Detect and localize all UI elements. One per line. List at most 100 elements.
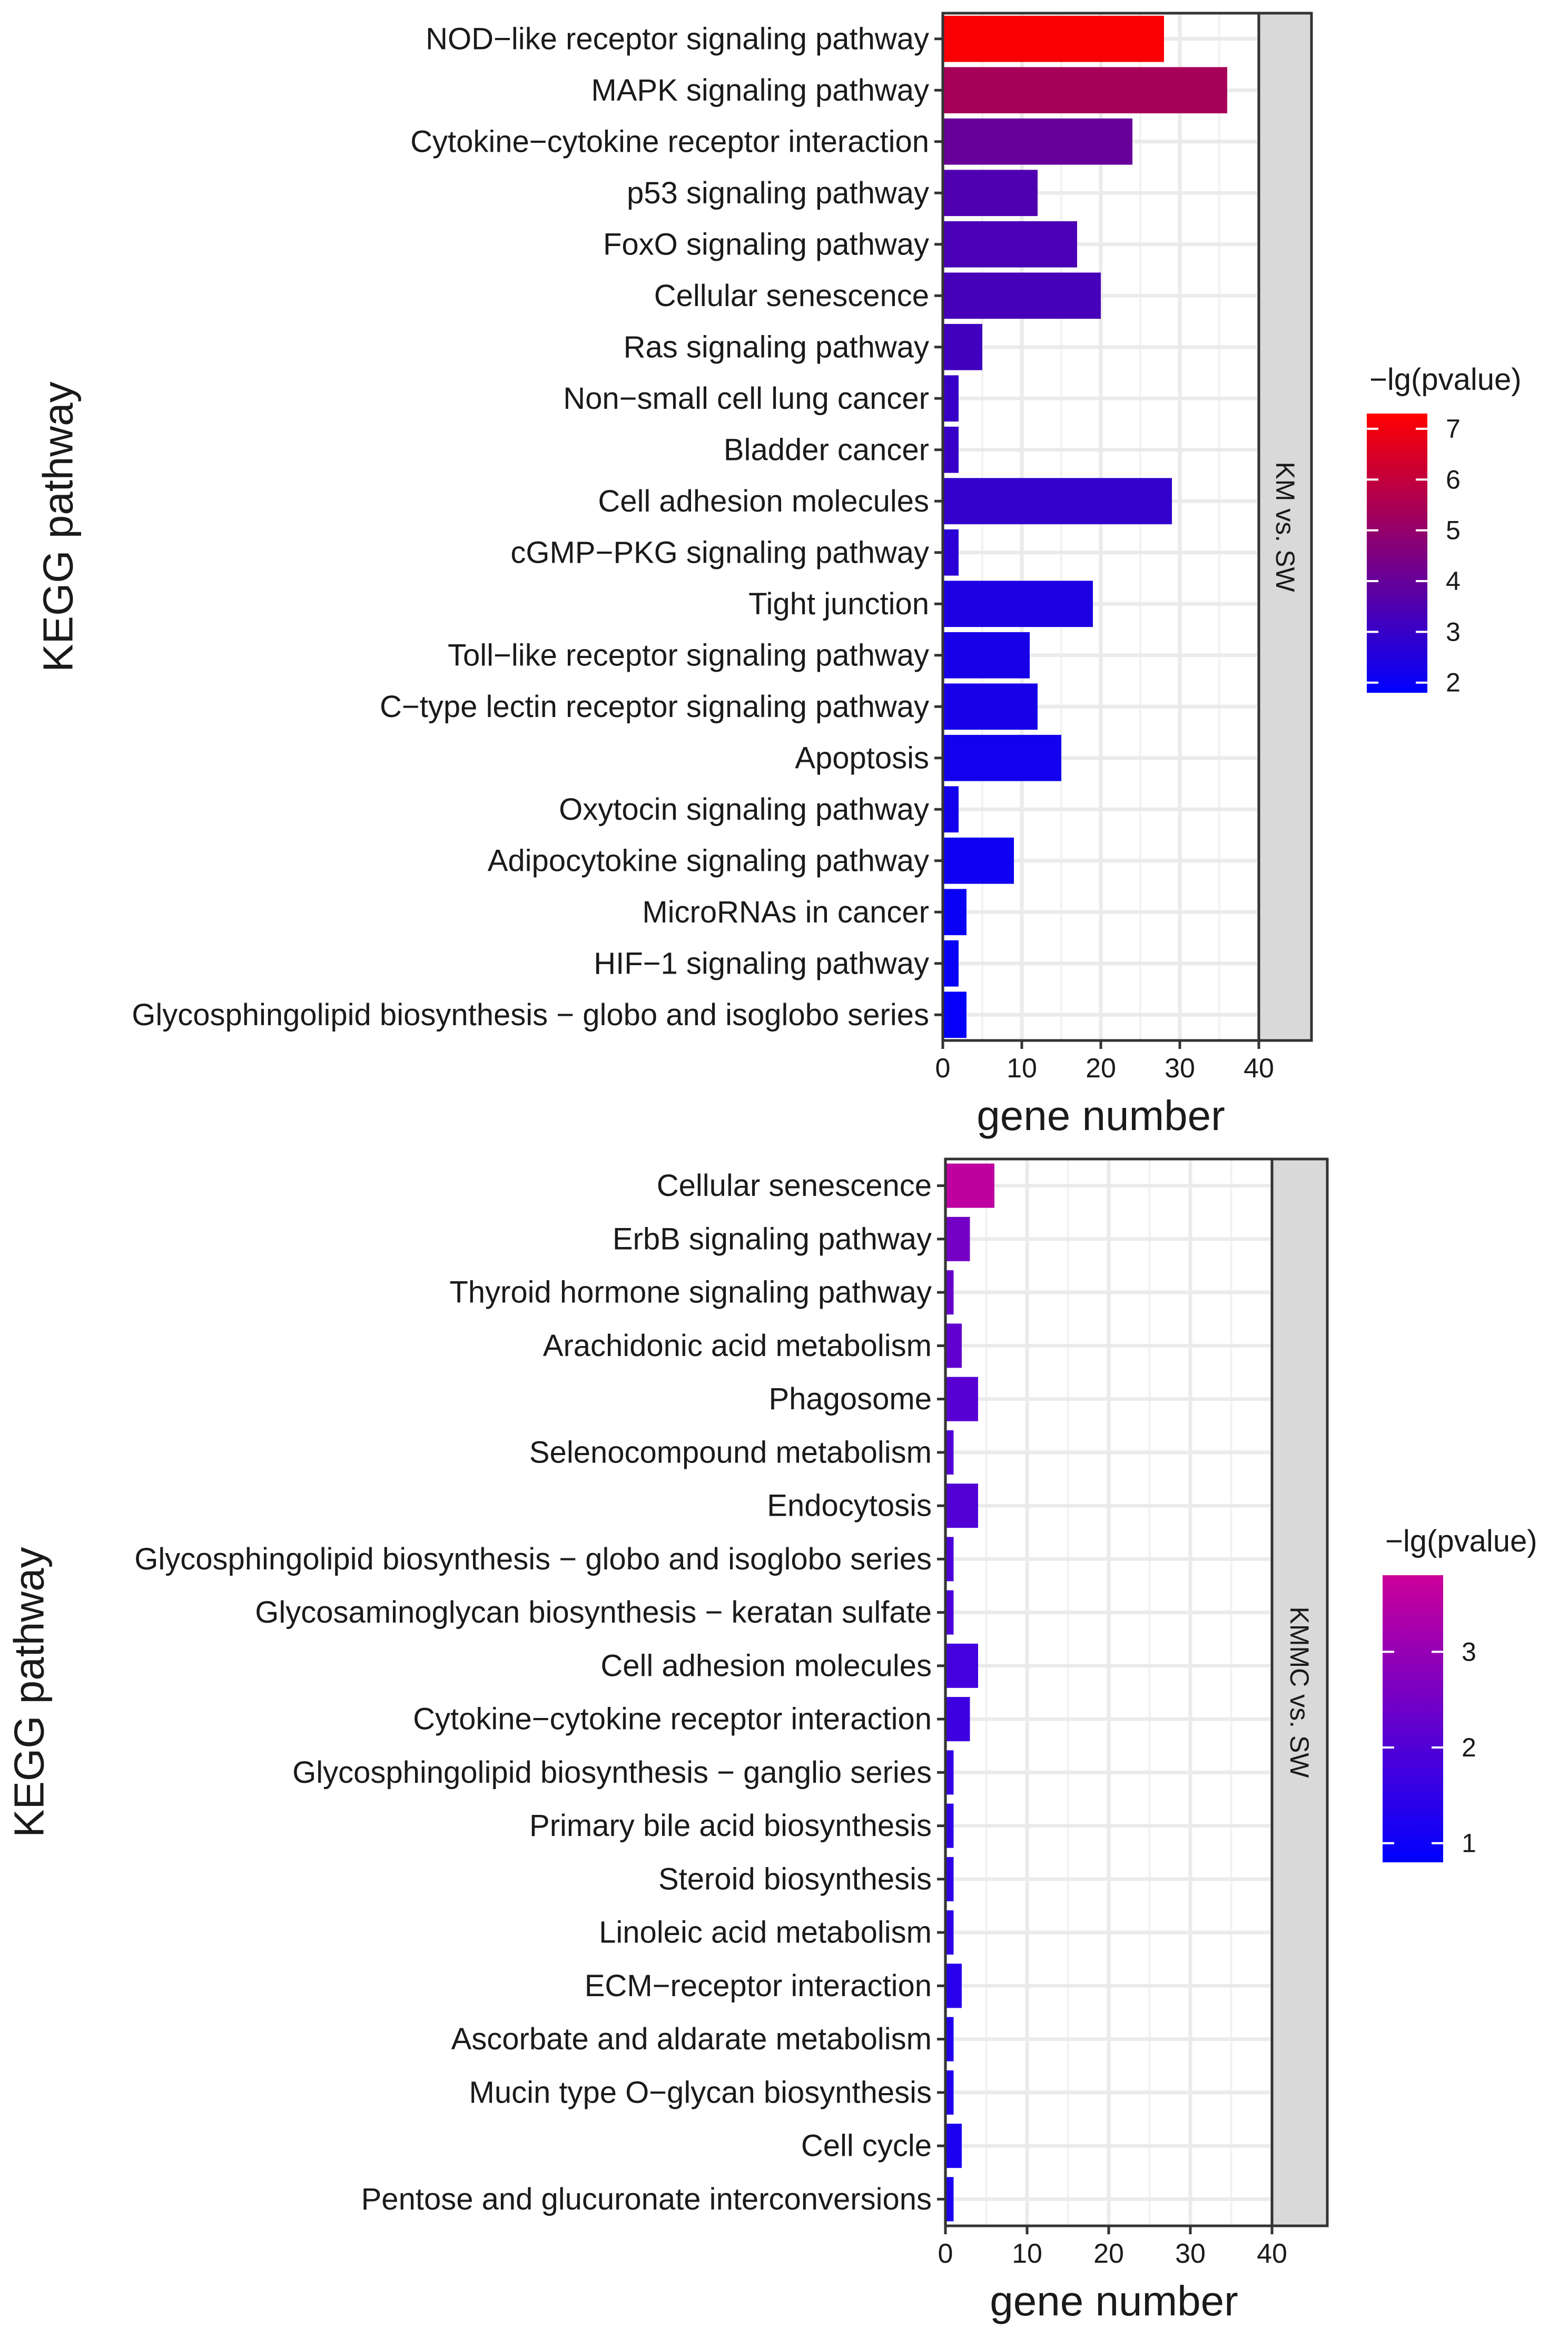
bar xyxy=(945,1270,954,1315)
category-label: Glycosaminoglycan biosynthesis − keratan… xyxy=(255,1595,932,1629)
category-label: Glycosphingolipid biosynthesis − ganglio… xyxy=(292,1755,932,1790)
category-label: Steroid biosynthesis xyxy=(658,1862,932,1896)
color-legend: −lg(pvalue) 1 2 3 xyxy=(1383,1524,1537,1862)
color-legend: −lg(pvalue) 2 3 4 5 6 7 xyxy=(1367,362,1522,698)
bar xyxy=(945,1910,954,1955)
legend-ticks: 2 3 4 5 6 7 xyxy=(1367,414,1461,698)
legend-title: −lg(pvalue) xyxy=(1369,362,1522,397)
legend-colorbar xyxy=(1383,1575,1443,1862)
category-labels: NOD−like receptor signaling pathway MAPK … xyxy=(132,22,929,1032)
facet-strip xyxy=(1257,12,1313,1042)
bar xyxy=(945,1697,970,1742)
facet-strip-label: KMMC vs. SW xyxy=(1285,1607,1314,1779)
facet-strip-label: KM vs. SW xyxy=(1270,462,1300,592)
bar xyxy=(943,118,1132,165)
category-label: Cytokine−cytokine receptor interaction xyxy=(410,124,929,159)
category-label: cGMP−PKG signaling pathway xyxy=(510,535,929,570)
y-tick-marks xyxy=(934,37,943,1016)
bar xyxy=(943,940,959,987)
category-label: Primary bile acid biosynthesis xyxy=(529,1809,932,1843)
bar xyxy=(945,2017,954,2061)
category-label: Ras signaling pathway xyxy=(624,330,929,364)
category-label: Cell adhesion molecules xyxy=(600,1648,932,1683)
legend-tick-label: 3 xyxy=(1462,1637,1476,1666)
y-axis-title: KEGG pathway xyxy=(35,381,82,672)
category-label: Pentose and glucuronate interconversions xyxy=(361,2182,932,2216)
bar xyxy=(945,1484,978,1528)
category-label: Cytokine−cytokine receptor interaction xyxy=(413,1702,932,1736)
x-tick-label: 0 xyxy=(938,2238,953,2269)
facet-strip xyxy=(1270,1157,1329,2227)
category-label: Cell cycle xyxy=(801,2129,932,2163)
bar xyxy=(943,170,1038,217)
x-tick-label: 20 xyxy=(1093,2238,1124,2269)
bar xyxy=(943,889,967,936)
category-label: Oxytocin signaling pathway xyxy=(559,792,929,827)
legend-tick-label: 2 xyxy=(1446,668,1461,698)
category-label: Endocytosis xyxy=(767,1489,932,1523)
category-label: Arachidonic acid metabolism xyxy=(543,1329,932,1363)
panel-kmmc-vs-sw: Cellular senescence ErbB signaling pathwa… xyxy=(6,1157,1537,2324)
bar xyxy=(943,15,1164,62)
bar xyxy=(945,1643,978,1688)
x-tick-label: 40 xyxy=(1257,2238,1287,2269)
bar xyxy=(943,478,1172,525)
bar xyxy=(943,837,1014,884)
bar xyxy=(943,991,967,1038)
category-labels: Cellular senescence ErbB signaling pathwa… xyxy=(134,1169,932,2216)
y-axis-title: KEGG pathway xyxy=(6,1547,53,1837)
legend-ticks: 1 2 3 xyxy=(1383,1637,1476,1858)
bars xyxy=(943,15,1227,1038)
category-label: ECM−receptor interaction xyxy=(585,1969,932,2003)
category-label: Glycosphingolipid biosynthesis − globo a… xyxy=(132,998,929,1032)
x-axis-ticks: 0 10 20 30 40 xyxy=(935,1040,1274,1084)
bar xyxy=(945,1216,970,1261)
x-axis-title: gene number xyxy=(990,2277,1238,2324)
y-tick-marks xyxy=(937,1184,945,2201)
bar xyxy=(945,1590,954,1635)
bar xyxy=(945,2177,954,2222)
category-label: HIF−1 signaling pathway xyxy=(594,946,929,980)
category-label: Thyroid hormone signaling pathway xyxy=(449,1275,932,1310)
bar xyxy=(945,1963,962,2008)
category-label: Selenocompound metabolism xyxy=(529,1435,932,1469)
bar xyxy=(945,1377,978,1421)
bar xyxy=(943,221,1077,268)
bar xyxy=(945,1430,954,1475)
bar xyxy=(943,529,959,576)
category-label: MicroRNAs in cancer xyxy=(642,895,929,929)
category-label: MAPK signaling pathway xyxy=(591,73,929,107)
bar xyxy=(945,1323,962,1368)
bar xyxy=(943,323,982,370)
legend-tick-label: 6 xyxy=(1446,465,1461,494)
x-tick-label: 10 xyxy=(1007,1053,1037,1084)
bar xyxy=(943,734,1061,781)
legend-tick-label: 2 xyxy=(1462,1733,1476,1762)
bar xyxy=(945,1537,954,1582)
x-tick-label: 40 xyxy=(1244,1053,1274,1084)
bar xyxy=(943,375,959,422)
x-tick-label: 0 xyxy=(935,1053,951,1084)
x-tick-label: 30 xyxy=(1165,1053,1195,1084)
panel-km-vs-sw: NOD−like receptor signaling pathway MAPK … xyxy=(35,12,1522,1139)
legend-tick-label: 7 xyxy=(1446,414,1461,444)
bar xyxy=(943,581,1093,627)
legend-title: −lg(pvalue) xyxy=(1385,1524,1537,1558)
bar xyxy=(945,2124,962,2168)
category-label: Tight junction xyxy=(748,587,929,621)
bar xyxy=(943,67,1227,114)
category-label: Linoleic acid metabolism xyxy=(599,1916,932,1950)
category-label: Bladder cancer xyxy=(724,433,929,467)
bar xyxy=(943,272,1101,319)
category-label: Ascorbate and aldarate metabolism xyxy=(451,2022,932,2056)
category-label: Adipocytokine signaling pathway xyxy=(488,843,929,878)
x-axis-title: gene number xyxy=(977,1092,1225,1139)
category-label: ErbB signaling pathway xyxy=(613,1222,932,1256)
category-label: Cell adhesion molecules xyxy=(598,484,929,518)
x-tick-label: 20 xyxy=(1086,1053,1116,1084)
bar xyxy=(943,632,1030,679)
bar xyxy=(945,1163,994,1208)
category-label: Mucin type O−glycan biosynthesis xyxy=(469,2075,932,2109)
legend-colorbar xyxy=(1367,414,1427,693)
